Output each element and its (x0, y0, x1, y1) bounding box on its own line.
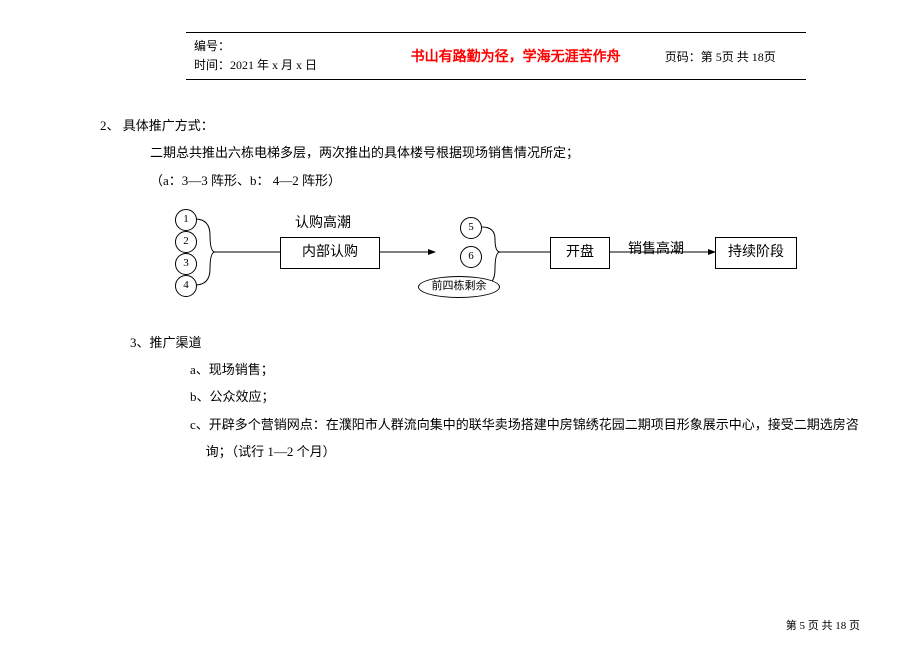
label-sales-peak: 销售高潮 (628, 235, 684, 264)
node-circle-3: 3 (175, 253, 197, 275)
node-circle-6: 6 (460, 246, 482, 268)
section-3-b: b、公众效应； (100, 383, 880, 410)
promotion-flowchart: 1 2 3 4 认购高潮 内部认购 5 6 前四栋剩余 开盘 销售高潮 持续阶段 (160, 209, 860, 329)
label-subscribe-peak: 认购高潮 (295, 209, 351, 238)
node-internal-subscribe: 内部认购 (280, 237, 380, 269)
doc-time-label: 时间：2021 年 x 月 x 日 (194, 56, 367, 75)
section-3-a: a、现场销售； (100, 356, 880, 383)
node-open: 开盘 (550, 237, 610, 269)
node-leftover: 前四栋剩余 (418, 276, 500, 298)
section-2-p2: （a：3—3 阵形、b： 4—2 阵形） (100, 167, 880, 194)
node-circle-5: 5 (460, 217, 482, 239)
page-header: 编号： 时间：2021 年 x 月 x 日 书山有路勤为径，学海无涯苦作舟 页码… (186, 32, 806, 80)
page-content: 2、 具体推广方式： 二期总共推出六栋电梯多层，两次推出的具体楼号根据现场销售情… (100, 112, 880, 465)
header-motto: 书山有路勤为径，学海无涯苦作舟 (375, 33, 657, 80)
node-circle-4: 4 (175, 275, 197, 297)
page-footer: 第 5 页 共 18 页 (786, 617, 860, 633)
node-sustain: 持续阶段 (715, 237, 797, 269)
flowchart-edges (160, 209, 860, 329)
doc-id-label: 编号： (194, 37, 367, 56)
header-page-label: 页码：第 5页 共 18页 (657, 33, 806, 80)
header-left-cell: 编号： 时间：2021 年 x 月 x 日 (186, 33, 375, 80)
node-circle-2: 2 (175, 231, 197, 253)
section-3-c: c、开辟多个营销网点：在濮阳市人群流向集中的联华卖场搭建中房锦绣花园二期项目形象… (100, 411, 880, 466)
section-3-title: 3、推广渠道 (100, 329, 880, 356)
node-circle-1: 1 (175, 209, 197, 231)
section-2-p1: 二期总共推出六栋电梯多层，两次推出的具体楼号根据现场销售情况所定； (100, 139, 880, 166)
section-2-title: 2、 具体推广方式： (100, 112, 880, 139)
